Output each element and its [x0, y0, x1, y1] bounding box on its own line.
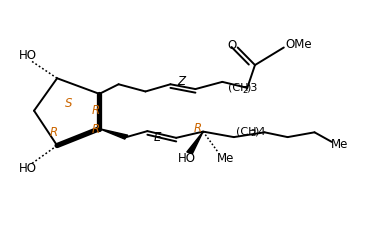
Text: )3: )3 [247, 83, 258, 93]
Text: Z: Z [177, 75, 185, 88]
Text: 2: 2 [243, 86, 248, 95]
Polygon shape [187, 132, 203, 153]
Text: E: E [153, 131, 161, 144]
Text: HO: HO [19, 162, 37, 175]
Text: R: R [49, 126, 57, 139]
Text: R: R [91, 123, 99, 136]
Text: Me: Me [217, 152, 234, 165]
Text: R: R [193, 122, 201, 135]
Polygon shape [99, 129, 128, 139]
Text: OMe: OMe [285, 38, 312, 51]
Text: S: S [65, 97, 72, 110]
Text: Me: Me [331, 138, 348, 151]
Text: HO: HO [178, 152, 196, 165]
Text: (CH: (CH [228, 83, 248, 93]
Text: (CH: (CH [236, 126, 256, 136]
Text: )4: )4 [254, 126, 266, 136]
Text: HO: HO [19, 49, 37, 62]
Text: 2: 2 [250, 130, 256, 139]
Text: R: R [91, 104, 99, 117]
Text: O: O [227, 39, 236, 52]
